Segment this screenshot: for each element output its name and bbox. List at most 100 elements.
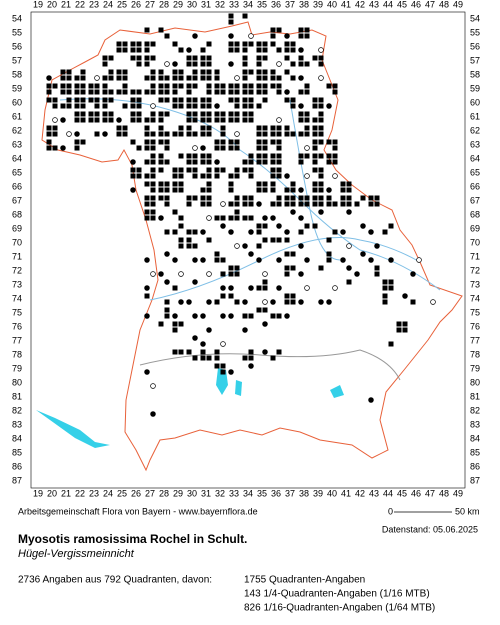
occurrence-square (164, 195, 170, 201)
occurrence-square (158, 167, 164, 173)
occurrence-square (242, 117, 248, 123)
occurrence-square (116, 75, 122, 81)
occurrence-square (262, 131, 268, 137)
y-label: 63 (470, 139, 480, 149)
occurrence-dot (200, 229, 206, 235)
occurrence-square (150, 173, 156, 179)
occurrence-square (228, 145, 234, 151)
occurrence-dot (276, 61, 282, 67)
occurrence-square (220, 257, 226, 263)
y-label: 55 (12, 27, 22, 37)
occurrence-dot (214, 159, 220, 165)
occurrence-square (374, 265, 380, 271)
y-label: 84 (12, 433, 22, 443)
occurrence-square (304, 223, 310, 229)
x-label: 46 (411, 0, 421, 9)
occurrence-square (346, 181, 352, 187)
occurrence-square (186, 83, 192, 89)
x-label: 47 (425, 0, 435, 9)
occurrence-dot (46, 75, 52, 81)
x-label: 38 (299, 0, 309, 9)
occurrence-square (108, 69, 114, 75)
y-label: 64 (12, 153, 22, 163)
occurrence-square (206, 153, 212, 159)
occurrence-square (290, 181, 296, 187)
occurrence-dot (220, 341, 226, 347)
occurrence-square (122, 75, 128, 81)
occurrence-square (304, 201, 310, 207)
occurrence-square (164, 139, 170, 145)
occurrence-dot (228, 313, 234, 319)
occurrence-square (192, 103, 198, 109)
y-label: 68 (470, 209, 480, 219)
y-label: 67 (12, 195, 22, 205)
occurrence-square (284, 69, 290, 75)
occurrence-square (178, 125, 184, 131)
occurrence-square (94, 103, 100, 109)
occurrence-square (200, 61, 206, 67)
occurrence-square (228, 215, 234, 221)
occurrence-square (374, 271, 380, 277)
y-label: 83 (12, 419, 22, 429)
x-label: 32 (215, 488, 225, 498)
occurrence-square (248, 159, 254, 165)
occurrence-square (52, 145, 58, 151)
occurrence-square (144, 117, 150, 123)
occurrence-square (164, 97, 170, 103)
occurrence-square (256, 223, 262, 229)
occurrence-square (206, 201, 212, 207)
occurrence-square (276, 131, 282, 137)
occurrence-square (234, 139, 240, 145)
occurrence-square (248, 201, 254, 207)
occurrence-square (220, 89, 226, 95)
occurrence-dot (192, 335, 198, 341)
occurrence-dot (172, 257, 178, 263)
occurrence-dot (178, 299, 184, 305)
occurrence-square (178, 83, 184, 89)
occurrence-square (234, 215, 240, 221)
occurrence-dot (284, 313, 290, 319)
y-label: 73 (12, 279, 22, 289)
occurrence-dot (158, 215, 164, 221)
y-label: 80 (12, 377, 22, 387)
occurrence-square (340, 195, 346, 201)
occurrence-square (298, 153, 304, 159)
occurrence-square (108, 111, 114, 117)
occurrence-square (228, 187, 234, 193)
occurrence-square (186, 111, 192, 117)
occurrence-square (312, 97, 318, 103)
occurrence-square (200, 355, 206, 361)
occurrence-square (186, 55, 192, 61)
occurrence-square (206, 83, 212, 89)
occurrence-square (374, 195, 380, 201)
y-label: 74 (12, 293, 22, 303)
occurrence-square (248, 173, 254, 179)
occurrence-square (228, 293, 234, 299)
occurrence-square (214, 69, 220, 75)
occurrence-square (200, 153, 206, 159)
occurrence-dot (284, 229, 290, 235)
natural-region-line (139, 349, 401, 381)
x-label: 28 (159, 488, 169, 498)
occurrence-square (186, 159, 192, 165)
occurrence-square (150, 69, 156, 75)
occurrence-square (206, 167, 212, 173)
occurrence-square (284, 125, 290, 131)
occurrence-dot (318, 47, 324, 53)
occurrence-dot (206, 215, 212, 221)
occurrence-square (234, 117, 240, 123)
occurrence-square (158, 83, 164, 89)
occurrence-square (256, 83, 262, 89)
occurrence-square (262, 41, 268, 47)
occurrence-marks (46, 13, 436, 417)
occurrence-square (88, 117, 94, 123)
occurrence-dot (276, 257, 282, 263)
occurrence-square (66, 69, 72, 75)
x-label: 24 (103, 488, 113, 498)
occurrence-square (200, 195, 206, 201)
occurrence-dot (220, 201, 226, 207)
occurrence-square (276, 139, 282, 145)
occurrence-square (192, 97, 198, 103)
occurrence-square (214, 173, 220, 179)
occurrence-dot (346, 265, 352, 271)
